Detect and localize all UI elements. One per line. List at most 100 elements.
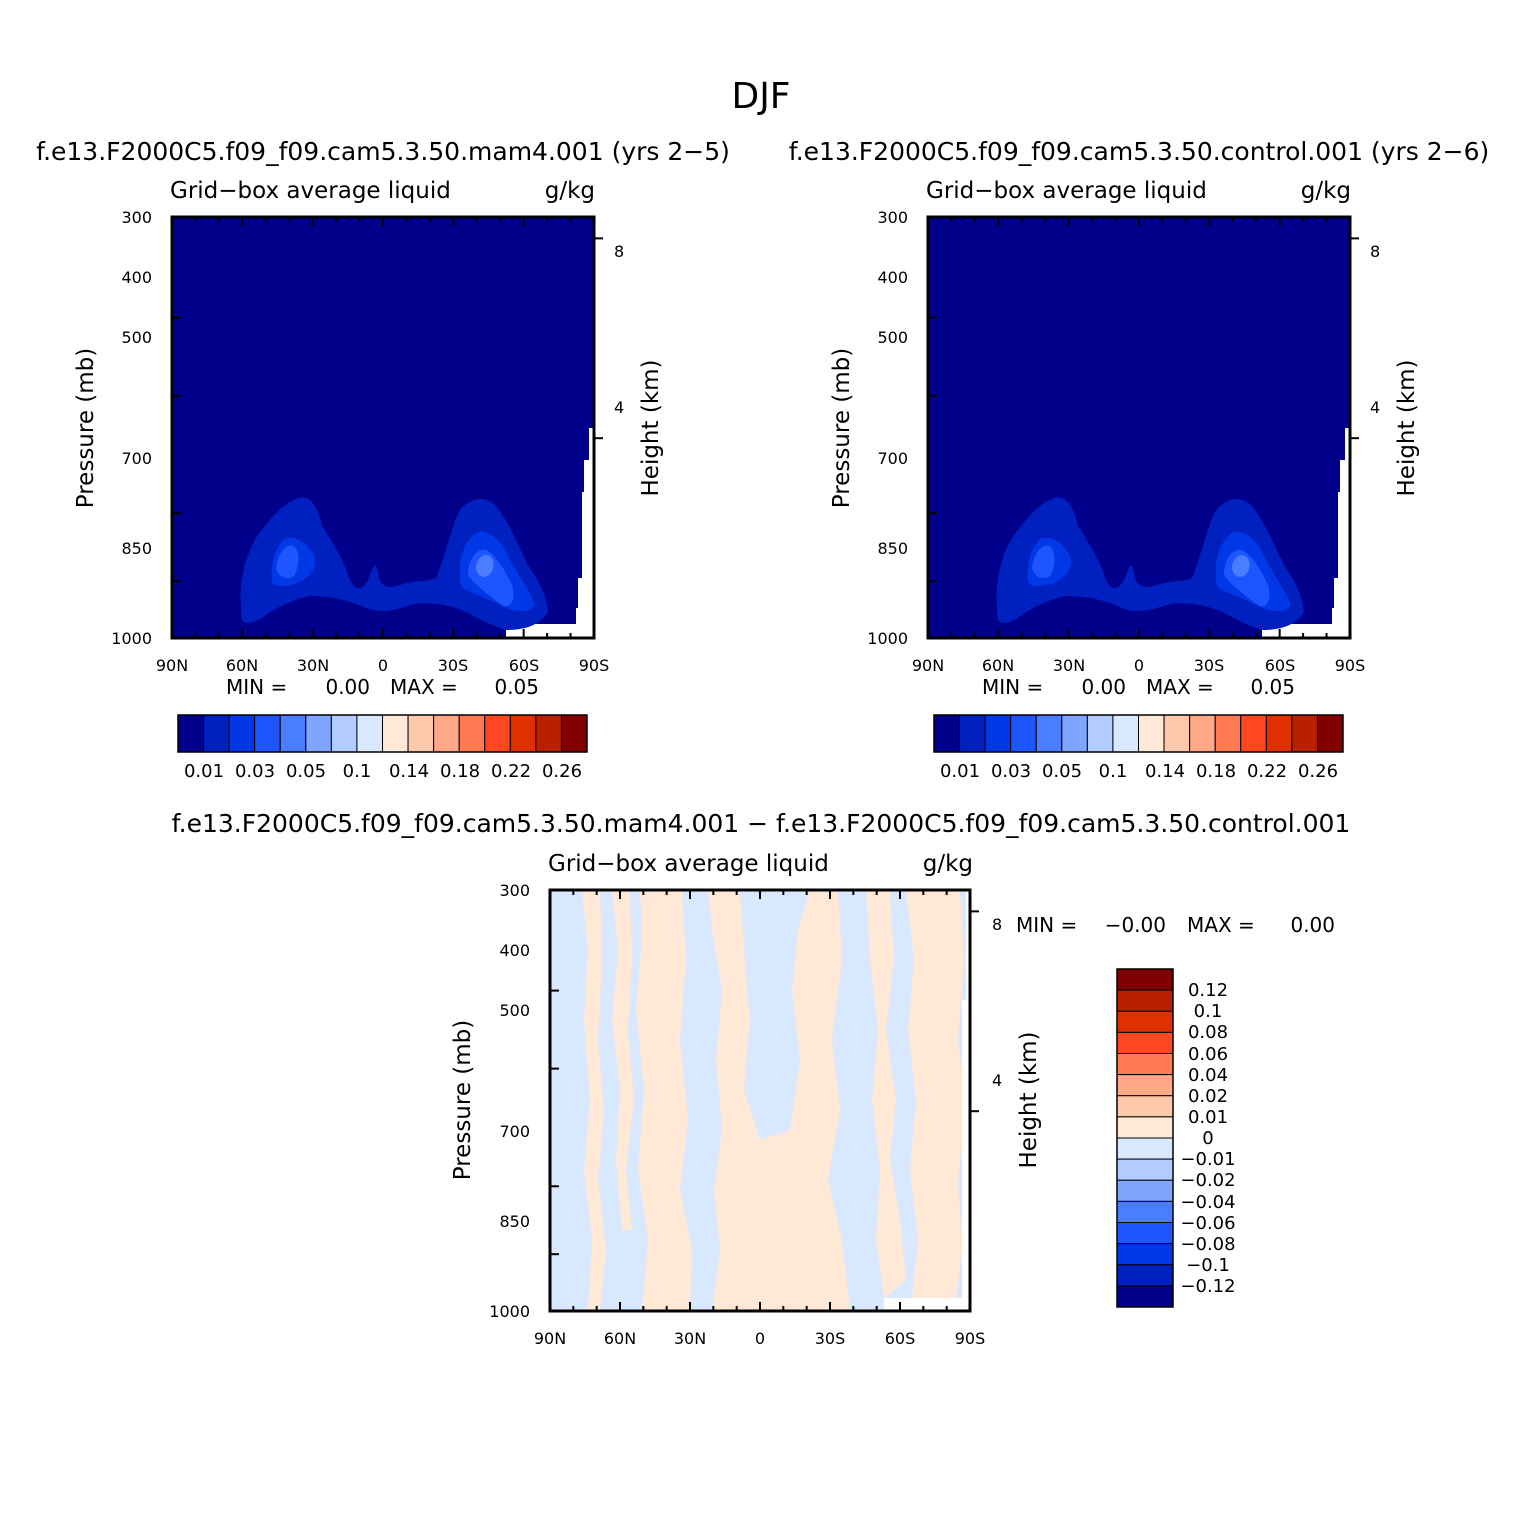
panel-2-colorbar-label: 0.14	[1145, 761, 1185, 782]
panel-3-colorbar-label: 0.06	[1188, 1044, 1228, 1065]
panel-1-colorbar-label: 0.18	[440, 761, 480, 782]
panel-1-colorbar-label: 0.01	[184, 761, 224, 782]
panel-3-ytick-label: 850	[499, 1212, 530, 1231]
panel-2-height-tick-label: 4	[1370, 398, 1380, 417]
panel-3-ytick-label: 700	[499, 1122, 530, 1141]
colorbar-swatch	[1116, 1010, 1174, 1033]
panel-2-plot-area	[928, 217, 1350, 638]
panel-2-min-value: 0.00	[1081, 675, 1126, 699]
panel-2-colorbar-label: 0.01	[940, 761, 980, 782]
panel-1-ytick-label: 300	[121, 208, 152, 227]
colorbar-swatch	[1112, 714, 1139, 753]
colorbar-swatch	[305, 714, 332, 753]
colorbar-swatch	[228, 714, 256, 753]
panel-1-colorbar-label: 0.03	[235, 761, 275, 782]
panel-1-xtick-label: 90S	[579, 656, 610, 675]
panel-3-xtick-label: 90S	[955, 1329, 986, 1348]
panel-1-ytick-label: 400	[121, 268, 152, 287]
panel-3-max-value: 0.00	[1290, 913, 1335, 937]
panel-2-xtick-label: 30S	[1194, 656, 1225, 675]
panel-3-min-label: MIN =	[1016, 913, 1077, 937]
panel-2-frame	[926, 215, 1352, 640]
panel-1-colorbar-label: 0.14	[389, 761, 429, 782]
panel-2-xtick-label: 60S	[1265, 656, 1296, 675]
colorbar-swatch	[254, 714, 281, 753]
colorbar-swatch	[484, 714, 511, 753]
colorbar-swatch	[1116, 1222, 1174, 1245]
panel-3-plot-area	[550, 890, 970, 1311]
panel-1-xtick-label: 60N	[226, 656, 258, 675]
panel-3: f.e13.F2000C5.f09_f09.cam5.3.50.mam4.001…	[172, 809, 1351, 1348]
panel-1-ytick-label: 850	[121, 539, 152, 558]
panel-3-positive-streaks	[582, 890, 966, 1311]
panel-2: f.e13.F2000C5.f09_f09.cam5.3.50.control.…	[789, 137, 1490, 782]
colorbar-swatch	[203, 714, 230, 753]
panel-3-colorbar-label: −0.12	[1180, 1276, 1235, 1297]
panel-3-xtick-label: 90N	[534, 1329, 566, 1348]
colorbar-swatch	[959, 714, 986, 753]
colorbar-swatch	[1116, 1179, 1174, 1202]
panel-2-colorbar: 0.01 0.03 0.05 0.1 0.14 0.18 0.22 0.26	[933, 714, 1344, 782]
panel-1-xtick-label: 30S	[438, 656, 469, 675]
colorbar-swatch	[458, 714, 486, 753]
panel-3-colorbar-label: −0.06	[1180, 1213, 1235, 1234]
panel-1-ylabel: Pressure (mb)	[73, 348, 99, 508]
colorbar-swatch	[1163, 714, 1191, 753]
panel-3-colorbar-label: −0.04	[1180, 1192, 1235, 1213]
colorbar-swatch	[1116, 1031, 1174, 1054]
colorbar-swatch	[1061, 714, 1088, 753]
panel-2-ytick-label: 1000	[867, 629, 908, 648]
panel-3-colorbar: 0.12 0.1 0.08 0.06 0.04 0.02 0.01 0 −0.0…	[1116, 968, 1236, 1308]
panel-3-colorbar-label: 0.08	[1188, 1022, 1228, 1043]
colorbar-swatch	[382, 714, 409, 753]
panel-1-missing-data	[506, 428, 594, 638]
panel-3-colorbar-frame	[1116, 968, 1174, 1308]
panel-1-max-label: MAX =	[390, 675, 458, 699]
panel-3-xtick-label: 30S	[815, 1329, 846, 1348]
panel-3-positive-streak	[612, 890, 634, 1230]
colorbar-swatch	[1265, 714, 1293, 753]
panel-2-xtick-label: 90N	[912, 656, 944, 675]
panel-1-ytick-label: 1000	[111, 629, 152, 648]
colorbar-swatch	[433, 714, 460, 753]
panel-3-left-label: Grid−box average liquid	[548, 851, 829, 877]
panel-3-positive-streak	[636, 890, 692, 1311]
panel-1-ytick-label: 700	[121, 449, 152, 468]
panel-1-ytick-label: 500	[121, 328, 152, 347]
panel-3-positive-streak	[866, 890, 906, 1298]
panel-2-missing-data	[1262, 428, 1350, 638]
colorbar-swatch	[1116, 1243, 1174, 1266]
panel-2-xtick-label: 0	[1134, 656, 1144, 675]
panel-3-colorbar-label: −0.1	[1186, 1255, 1230, 1276]
panel-2-contour-0.05	[1232, 555, 1250, 577]
colorbar-swatch	[1189, 714, 1216, 753]
panel-3-colorbar-label: −0.02	[1180, 1170, 1235, 1191]
colorbar-swatch	[1116, 1200, 1174, 1223]
panel-1-colorbar-label: 0.05	[286, 761, 326, 782]
colorbar-swatch	[1116, 1116, 1174, 1139]
panel-1-left-label: Grid−box average liquid	[170, 178, 451, 204]
panel-2-ytick-label: 850	[877, 539, 908, 558]
colorbar-swatch	[1116, 1285, 1174, 1308]
panel-2-right-label: g/kg	[1301, 178, 1351, 204]
panel-2-min-label: MIN =	[982, 675, 1043, 699]
panel-2-colorbar-label: 0.18	[1196, 761, 1236, 782]
panel-1: f.e13.F2000C5.f09_f09.cam5.3.50.mam4.001…	[36, 137, 730, 782]
panel-1-colorbar-label: 0.26	[542, 761, 582, 782]
colorbar-swatch	[1035, 714, 1063, 753]
panel-3-colorbar-label: 0.1	[1194, 1001, 1223, 1022]
panel-3-ytick-label: 400	[499, 941, 530, 960]
colorbar-swatch	[1116, 1158, 1174, 1181]
colorbar-swatch	[1240, 714, 1267, 753]
colorbar-swatch	[407, 714, 435, 753]
panel-1-plot-area	[172, 217, 594, 638]
colorbar-swatch	[356, 714, 383, 753]
panel-3-colorbar-label: 0.04	[1188, 1065, 1228, 1086]
colorbar-swatch	[1116, 968, 1174, 991]
panel-3-max-label: MAX =	[1187, 913, 1255, 937]
panel-1-contour-0.02	[271, 531, 535, 612]
panel-2-colorbar-label: 0.1	[1099, 761, 1128, 782]
colorbar-swatch	[1116, 1053, 1174, 1076]
panel-1-height-tick-label: 4	[614, 398, 624, 417]
